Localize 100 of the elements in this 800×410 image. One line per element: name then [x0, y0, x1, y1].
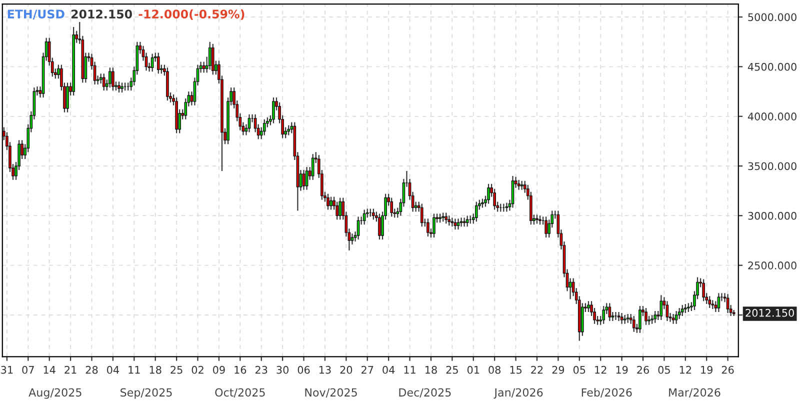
candlestick	[287, 124, 290, 136]
x2-tick-label: Aug/2025	[28, 388, 82, 399]
annotation: 2012.150	[746, 308, 794, 317]
candlestick	[211, 43, 214, 76]
x2-tick-label: Jan/2026	[494, 388, 543, 399]
x-tick-label: 18	[425, 366, 437, 374]
candlestick	[714, 300, 718, 313]
candlestick	[448, 215, 451, 226]
candlestick	[608, 302, 612, 322]
x-tick-label: 18	[150, 366, 162, 374]
x-tick-label: 28	[86, 366, 98, 374]
x-tick-label: 29	[552, 366, 564, 374]
chart-subtitle: 2012.150	[72, 10, 132, 19]
x-tick-label: 15	[510, 366, 522, 374]
candlestick	[372, 208, 375, 220]
candlestick	[454, 218, 457, 230]
y-tick-label: 3500.000	[748, 162, 796, 170]
candlestick	[708, 296, 712, 309]
x2-tick-label: Oct/2025	[215, 388, 265, 398]
y-tick-label: 2500.000	[748, 262, 796, 270]
x-tick-label: 26	[722, 366, 734, 374]
x-tick-label: 26	[637, 366, 649, 374]
candlestick	[587, 300, 590, 313]
candlestick	[208, 41, 212, 70]
candlestick	[272, 96, 275, 124]
candlestick	[156, 52, 160, 74]
candlestick	[444, 212, 448, 224]
x-tick-label: 06	[298, 366, 310, 374]
candlestick	[674, 310, 678, 324]
x-tick-label: 01	[467, 366, 480, 374]
candlestick	[666, 300, 669, 322]
x2-tick-label: Nov/2025	[305, 388, 357, 398]
x-tick-label: 25	[170, 366, 182, 374]
x-tick-label: 12	[680, 366, 691, 374]
x-tick-label: 07	[22, 366, 34, 374]
x-tick-label: 21	[64, 366, 76, 374]
candlestick	[644, 307, 648, 326]
x2-tick-label: Dec/2025	[399, 388, 451, 398]
x2-tick-label: Mar/2026	[669, 388, 720, 398]
y-tick-label: 4500.000	[748, 62, 796, 71]
x2-tick-label: Sep/2025	[120, 388, 172, 399]
x-tick-label: 30	[276, 366, 288, 374]
candlestick	[420, 203, 424, 228]
x-tick-label: 27	[362, 366, 374, 374]
candlestick	[120, 82, 124, 94]
candlestick	[544, 216, 548, 238]
candlestick	[66, 82, 69, 113]
candlestick	[680, 304, 684, 317]
x-tick-label: 12	[595, 366, 606, 374]
x-tick-label: 22	[531, 366, 543, 374]
x-tick-label: 19	[701, 366, 712, 374]
x-tick-label: 16	[234, 366, 246, 374]
x2-tick-label: Feb/2026	[582, 388, 632, 398]
candlestick	[378, 213, 381, 240]
x-tick-label: 19	[616, 366, 628, 374]
x-tick-label: 04	[107, 366, 119, 374]
candlestick	[487, 183, 490, 204]
x-tick-label: 04	[382, 366, 395, 374]
candlestick	[654, 310, 657, 324]
candlestick	[632, 315, 636, 332]
candlestick	[336, 201, 338, 220]
candlestick	[202, 61, 206, 74]
x-tick-label: 11	[128, 366, 140, 374]
y-tick-label: 4000.000	[748, 112, 796, 120]
candlestick	[678, 307, 681, 320]
candlestick	[617, 311, 620, 322]
candlestick	[602, 305, 606, 324]
x-tick-label: 31	[1, 366, 13, 374]
chart-title: ETH/USD	[8, 10, 64, 20]
candlestick	[432, 213, 436, 238]
x-tick-label: 11	[404, 366, 416, 374]
x-tick-label: 02	[192, 366, 204, 374]
x-tick-label: 09	[213, 366, 225, 374]
annotation: -12.000(-0.59%)	[138, 9, 244, 20]
candlestick	[108, 67, 112, 88]
x-tick-label: 14	[44, 366, 56, 374]
x-tick-label: 05	[573, 366, 586, 374]
x-tick-label: 23	[256, 366, 268, 374]
x-tick-label: 20	[340, 366, 352, 374]
x-tick-label: 05	[658, 366, 670, 374]
x-tick-label: 13	[319, 366, 331, 374]
candlestick	[660, 294, 663, 321]
candlestick	[262, 118, 266, 136]
candlestick	[311, 154, 314, 180]
candlestick	[326, 193, 330, 210]
candlestick	[493, 188, 496, 210]
candlestick	[426, 218, 430, 238]
candlestick	[330, 196, 332, 210]
y-tick-label: 3000.000	[748, 212, 796, 220]
candlestick	[390, 197, 394, 218]
candlestick	[338, 197, 342, 220]
candlestick	[672, 313, 675, 324]
y-tick-label: 5000.000	[748, 13, 796, 22]
x-tick-label: 08	[488, 366, 500, 374]
candlestick	[638, 305, 642, 334]
candlestick	[112, 67, 114, 92]
candlestick	[118, 81, 120, 94]
candlestick	[456, 218, 460, 230]
x-tick-label: 25	[446, 366, 458, 374]
candlestick	[475, 201, 478, 222]
